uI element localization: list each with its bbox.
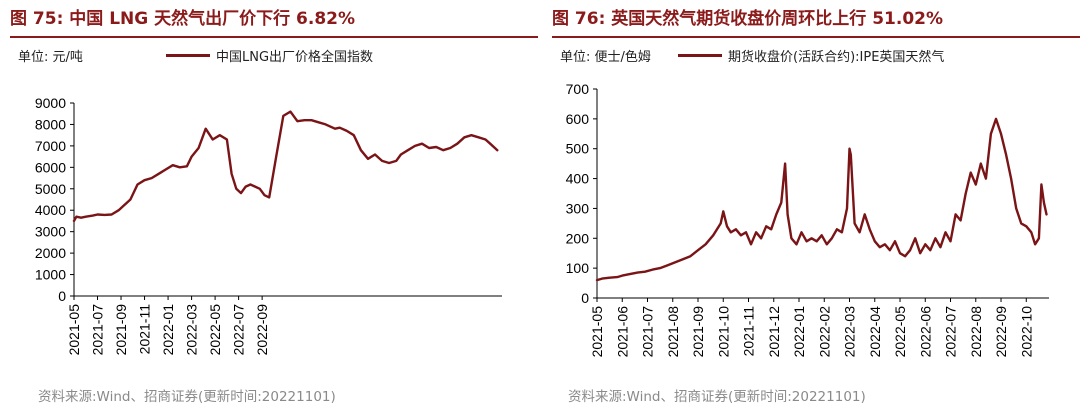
y-tick-label: 7000 xyxy=(35,138,66,154)
x-tick-label: 2022-05 xyxy=(892,306,908,358)
y-tick-label: 600 xyxy=(566,111,590,127)
x-tick-label: 2022-07 xyxy=(943,306,959,358)
x-tick-label: 2021-10 xyxy=(715,306,731,358)
y-tick-label: 8000 xyxy=(35,116,66,132)
y-tick-label: 3000 xyxy=(35,224,66,240)
x-tick-label: 2022-05 xyxy=(207,304,223,356)
x-tick-label: 2022-02 xyxy=(816,306,832,358)
y-tick-label: 0 xyxy=(581,290,589,306)
legend-swatch xyxy=(166,54,210,57)
x-tick-label: 2022-09 xyxy=(254,304,270,356)
x-tick-label: 2022-08 xyxy=(968,306,984,358)
x-tick-label: 2022-04 xyxy=(867,306,883,358)
line-chart-ipe: 0 100 200 300 400 500 600 700 2021-05 2021-06 2021… xyxy=(566,81,1049,358)
unit-label: 单位: 元/吨 xyxy=(18,50,83,65)
y-tick-label: 700 xyxy=(566,81,590,97)
y-tick-label: 5000 xyxy=(35,181,66,197)
x-tick-label: 2021-09 xyxy=(690,306,706,358)
y-tick-label: 500 xyxy=(566,141,590,157)
x-tick-label: 2021-09 xyxy=(113,304,129,356)
x-tick-label: 2022-03 xyxy=(842,306,858,358)
x-tick-label: 2022-03 xyxy=(184,304,200,356)
chart-panel-ipe-uk: 图 76: 英国天然气期货收盘价周环比上行 51.02% 单位: 便士/色姆 期… xyxy=(552,0,1080,410)
title-divider xyxy=(10,36,538,38)
y-tick-label: 4000 xyxy=(35,202,66,218)
x-tick-label: 2021-08 xyxy=(665,306,681,358)
legend-label: 期货收盘价(活跃合约):IPE英国天然气 xyxy=(728,50,945,65)
source-note: 资料来源:Wind、招商证券(更新时间:20221101) xyxy=(38,389,336,405)
x-tick-label: 2022-07 xyxy=(231,304,247,356)
legend: 中国LNG出厂价格全国指数 xyxy=(166,46,373,65)
legend-swatch xyxy=(678,54,722,57)
x-tick-label: 2021-06 xyxy=(614,306,630,358)
series-line-0 xyxy=(595,117,1048,282)
x-tick-label: 2021-11 xyxy=(741,306,757,357)
x-tick-label: 2021-05 xyxy=(589,306,605,358)
y-tick-label: 0 xyxy=(58,288,66,304)
y-tick-label: 9000 xyxy=(35,95,66,111)
legend-label: 中国LNG出厂价格全国指数 xyxy=(216,50,374,65)
x-tick-label: 2021-07 xyxy=(640,306,656,358)
source-note: 资料来源:Wind、招商证券(更新时间:20221101) xyxy=(568,389,866,405)
title-divider xyxy=(552,36,1080,38)
y-tick-label: 2000 xyxy=(35,245,66,261)
y-tick-label: 400 xyxy=(566,171,590,187)
x-tick-label: 2021-05 xyxy=(66,304,82,356)
x-tick-label: 2021-12 xyxy=(766,306,782,358)
x-tick-label: 2022-09 xyxy=(993,306,1009,358)
x-tick-label: 2022-06 xyxy=(917,306,933,358)
legend: 期货收盘价(活跃合约):IPE英国天然气 xyxy=(678,46,944,65)
x-tick-label: 2022-10 xyxy=(1018,306,1034,358)
y-tick-label: 6000 xyxy=(35,159,66,175)
unit-label: 单位: 便士/色姆 xyxy=(560,50,651,65)
y-tick-label: 300 xyxy=(566,200,590,216)
x-tick-label: 2021-11 xyxy=(137,304,153,355)
y-tick-label: 200 xyxy=(566,230,590,246)
chart-title: 图 76: 英国天然气期货收盘价周环比上行 51.02% xyxy=(552,9,944,29)
line-chart-lng: 0 1000 2000 3000 4000 5000 6000 7000 8000 9000 202… xyxy=(35,95,502,356)
y-tick-label: 1000 xyxy=(35,267,66,283)
series-line-0 xyxy=(72,110,499,223)
chart-panel-lng-china: 图 75: 中国 LNG 天然气出厂价下行 6.82% 单位: 元/吨 中国LN… xyxy=(10,0,538,410)
x-tick-label: 2022-01 xyxy=(160,304,176,356)
chart-title: 图 75: 中国 LNG 天然气出厂价下行 6.82% xyxy=(10,9,356,29)
x-tick-label: 2021-07 xyxy=(90,304,106,356)
x-tick-label: 2022-01 xyxy=(791,306,807,358)
y-tick-label: 100 xyxy=(566,260,590,276)
